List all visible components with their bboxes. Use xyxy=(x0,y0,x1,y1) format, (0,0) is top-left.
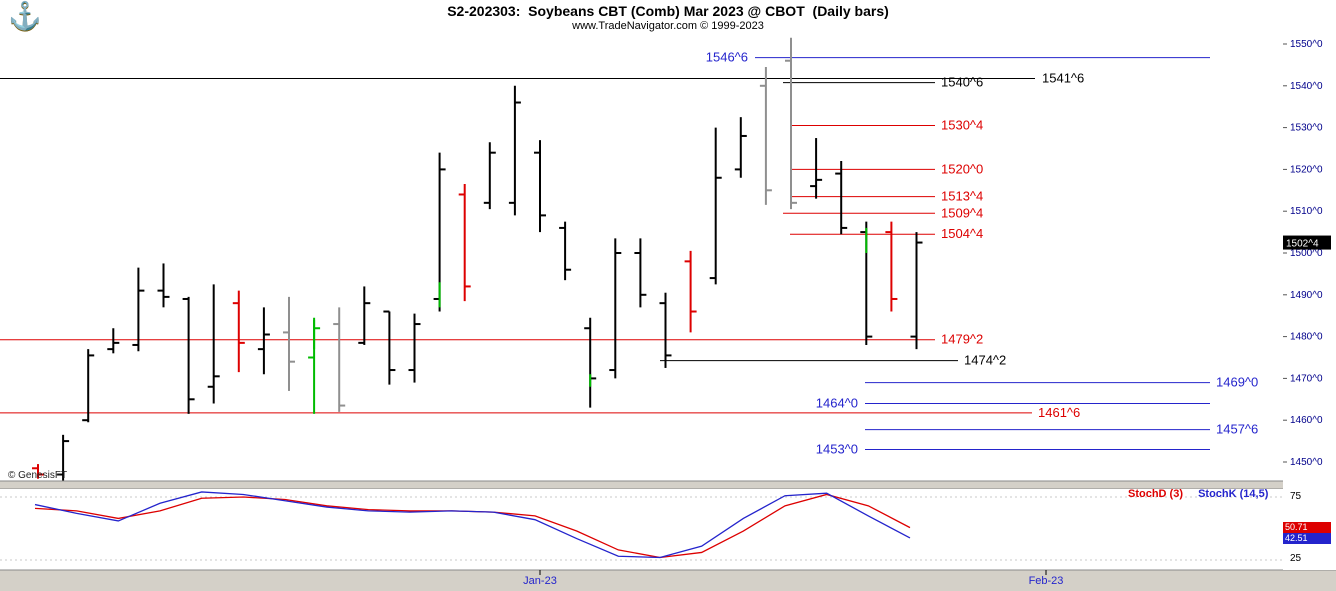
last-price-value: 1502^4 xyxy=(1286,239,1319,250)
stochd-label[interactable]: StochD (3) xyxy=(1128,488,1183,500)
price-level-label: 1530^4 xyxy=(941,118,983,133)
pane-separator xyxy=(0,481,1283,489)
price-tick-label: 1540^0 xyxy=(1290,81,1323,92)
price-tick-label: 1530^0 xyxy=(1290,123,1323,134)
genesis-logo-icon: ⚓ xyxy=(8,1,42,31)
price-level-label: 1464^0 xyxy=(816,395,858,410)
date-tick-label: Feb-23 xyxy=(1029,575,1064,587)
price-tick-label: 1500^0 xyxy=(1290,248,1323,259)
price-level-label: 1469^0 xyxy=(1216,375,1258,390)
stoch-scale-75: 75 xyxy=(1290,491,1302,502)
price-tick-label: 1450^0 xyxy=(1290,457,1323,468)
price-level-label: 1504^4 xyxy=(941,226,983,241)
price-level-label: 1461^6 xyxy=(1038,405,1080,420)
stochk-line xyxy=(34,491,911,559)
price-level-label: 1453^0 xyxy=(816,441,858,456)
genesisft-watermark: © GenesisFT xyxy=(8,470,68,481)
last-price-badge xyxy=(1283,235,1331,250)
stoch-scale-25: 25 xyxy=(1290,553,1302,564)
price-level-label: 1520^0 xyxy=(941,161,983,176)
price-tick-label: 1470^0 xyxy=(1290,373,1323,384)
price-tick-label: 1510^0 xyxy=(1290,206,1323,217)
price-axis[interactable] xyxy=(1283,0,1336,570)
price-tick-label: 1520^0 xyxy=(1290,164,1323,175)
chart-plot-area[interactable] xyxy=(0,36,1283,481)
price-level-label: 1513^4 xyxy=(941,189,983,204)
price-tick-label: 1460^0 xyxy=(1290,415,1323,426)
price-level-label: 1457^6 xyxy=(1216,422,1258,437)
price-tick-label: 1490^0 xyxy=(1290,290,1323,301)
price-level-label: 1540^6 xyxy=(941,75,983,90)
stochd-value-badge: 50.71 xyxy=(1283,522,1331,533)
price-level-label: 1541^6 xyxy=(1042,70,1084,85)
price-tick-label: 1480^0 xyxy=(1290,332,1323,343)
indicator-labels: StochD (3) StochK (14,5) xyxy=(1128,488,1280,500)
price-level-label: 1546^6 xyxy=(706,50,748,65)
price-tick-label: 1550^0 xyxy=(1290,39,1323,50)
date-axis[interactable] xyxy=(0,570,1336,591)
stochk-value-badge: 42.51 xyxy=(1283,533,1331,544)
price-level-label: 1509^4 xyxy=(941,205,983,220)
stochk-label[interactable]: StochK (14,5) xyxy=(1198,488,1269,500)
date-tick-label: Jan-23 xyxy=(523,575,557,587)
price-level-label: 1474^2 xyxy=(964,353,1006,368)
price-level-label: 1479^2 xyxy=(941,332,983,347)
